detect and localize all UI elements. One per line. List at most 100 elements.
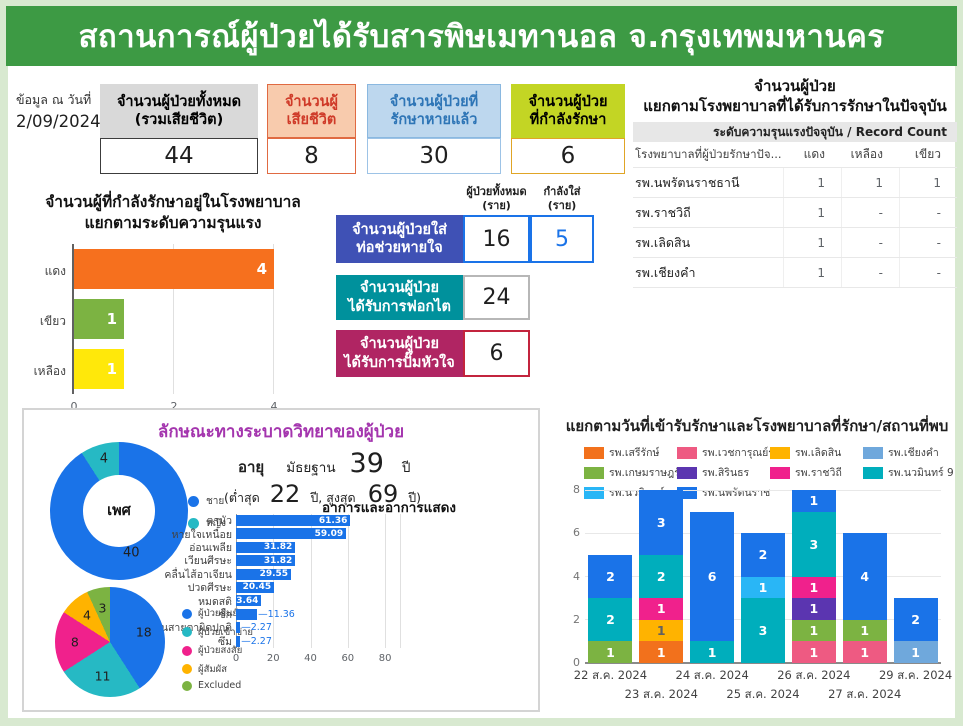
symptom-row: หมดสติ 13.64 xyxy=(124,594,400,608)
bar-segment[interactable]: 3 xyxy=(639,490,684,555)
table-row[interactable]: รพ.เลิดสิน 1- - xyxy=(633,227,957,257)
bar-segment[interactable]: 1 xyxy=(791,576,836,599)
gridline xyxy=(273,244,274,394)
legend-dot-icon xyxy=(188,496,199,507)
bar-segment[interactable]: 1 xyxy=(639,619,684,642)
legend-item[interactable]: Excluded xyxy=(182,680,253,691)
table-column-header[interactable]: เขียว xyxy=(914,147,941,161)
severity-bar[interactable]: 4 xyxy=(74,249,274,289)
table-column-header[interactable]: โรงพยาบาลที่ผู้ป่วยรักษาปัจ... xyxy=(635,146,782,161)
symptom-bar[interactable]: 31.82 xyxy=(236,541,296,553)
legend-item[interactable]: รพ.เลิดสิน xyxy=(770,444,863,461)
table-row[interactable]: รพ.เชียงคำ 1- - xyxy=(633,257,957,288)
symptom-label: ตามัว xyxy=(206,515,232,528)
severity-count-cell: - xyxy=(841,228,899,257)
stat-card-label: เสียชีวิต xyxy=(286,112,337,128)
symptom-label: หมดสติ xyxy=(198,595,232,608)
legend-item[interactable]: รพ.เสรีรักษ์ xyxy=(584,444,677,461)
bar-segment[interactable]: 1 xyxy=(639,641,684,663)
bar-segment[interactable]: 2 xyxy=(588,598,633,642)
symptom-bar[interactable] xyxy=(236,608,258,620)
bar-segment[interactable]: 1 xyxy=(639,598,684,620)
sex-donut-chart[interactable]: เพศ 40 4 xyxy=(50,442,188,580)
stat-card-header: จำนวนผู้ป่วย ที่กำลังรักษา xyxy=(511,84,625,138)
table-column-header[interactable]: แดง xyxy=(803,147,825,161)
x-tick-label: 25 ส.ค. 2024 xyxy=(726,687,800,701)
symptom-row: อ่อนเพลีย 31.82 xyxy=(124,541,400,554)
legend-item[interactable]: ผู้สัมผัส xyxy=(182,662,253,677)
legend-item[interactable]: ชาย xyxy=(188,494,226,509)
legend-item[interactable]: รพ.ราชวิถี xyxy=(770,464,863,481)
x-tick-label: 29 ส.ค. 2024 xyxy=(878,668,953,682)
bar-segment[interactable]: 1 xyxy=(842,641,887,663)
legend-item[interactable]: รพ.สิรินธร xyxy=(677,464,770,481)
bar-segment[interactable]: 1 xyxy=(791,641,836,663)
x-tick-label: 60 xyxy=(341,653,355,664)
treatment-column-header-line: ผู้ป่วยทั้งหมด xyxy=(466,185,527,198)
symptom-bar-track: —11.36 xyxy=(236,608,400,621)
bar-segment[interactable]: 1 xyxy=(791,619,836,642)
bar-segment[interactable]: 2 xyxy=(893,598,938,642)
symptom-bar[interactable] xyxy=(236,635,241,647)
bar-segment[interactable]: 2 xyxy=(588,554,633,599)
bar-segment[interactable]: 6 xyxy=(690,511,735,642)
bar-segment[interactable]: 3 xyxy=(741,598,785,663)
symptom-bar[interactable]: 13.64 xyxy=(230,595,262,607)
legend-item[interactable]: รพ.เชียงคำ xyxy=(863,444,956,461)
table-row[interactable]: รพ.นพรัตนราชธานี 1 1 1 xyxy=(633,167,957,197)
bar-segment[interactable]: 1 xyxy=(791,598,836,620)
x-tick-label: 27 ส.ค. 2024 xyxy=(828,687,902,701)
bar-segment[interactable]: 1 xyxy=(893,641,938,663)
bar-segment[interactable]: 4 xyxy=(842,533,887,620)
age-unit: ปี xyxy=(401,460,411,476)
bar-segment[interactable]: 2 xyxy=(639,554,684,599)
legend-swatch-icon xyxy=(770,446,790,459)
table-column-header[interactable]: เหลือง xyxy=(850,147,883,161)
bar-segment[interactable]: 1 xyxy=(741,576,785,599)
symptom-bar[interactable]: 59.09 xyxy=(236,528,347,540)
bar-value-label: —2.27 xyxy=(241,635,272,647)
legend-item[interactable]: รพ.เกษมราษฎร์... xyxy=(584,464,677,481)
legend-item[interactable]: ผู้ป่วยสงสัย xyxy=(182,643,253,658)
severity-count-cell: 1 xyxy=(783,228,841,257)
symptom-row: ชัก —11.36 xyxy=(124,608,400,621)
severity-bar[interactable]: 1 xyxy=(74,349,124,389)
legend-item[interactable]: รพ.เวชการุณย์รัศมิ์ xyxy=(677,444,770,461)
bar-segment[interactable]: 1 xyxy=(588,641,633,663)
bar-segment[interactable]: 1 xyxy=(690,641,735,663)
patient-type-pie-chart[interactable]: 18 11 8 4 3 xyxy=(55,587,165,697)
bar-segment[interactable]: 3 xyxy=(791,511,836,577)
hospital-table-title-line1: จำนวนผู้ป่วย xyxy=(754,77,836,95)
stat-card-header: จำนวนผู้ป่วยที่ รักษาหายแล้ว xyxy=(367,84,501,138)
bar-value-label: —2.27 xyxy=(241,622,272,634)
symptom-bar[interactable]: 29.55 xyxy=(236,568,292,580)
severity-bar[interactable]: 1 xyxy=(74,299,124,339)
symptom-bar[interactable]: 61.36 xyxy=(236,515,351,526)
bar-segment[interactable]: 2 xyxy=(741,533,785,577)
slice-label: 4 xyxy=(99,451,108,467)
legend-item[interactable]: ผู้ป่วยยืนยัน xyxy=(182,606,253,621)
y-tick-label: 4 xyxy=(573,569,580,583)
hospital-name-cell: รพ.เชียงคำ xyxy=(635,264,696,280)
table-row[interactable]: รพ.ราชวิถี 1- - xyxy=(633,197,957,227)
legend-label: รพ.ราชวิถี xyxy=(795,467,842,479)
bar-segment[interactable]: 1 xyxy=(791,490,836,512)
legend-item[interactable]: ผู้ป่วยเข้าข่าย xyxy=(182,625,253,640)
bar-segment[interactable]: 1 xyxy=(842,619,887,642)
legend-item[interactable]: รพ.นวมินทร์ 9 xyxy=(863,464,956,481)
symptom-bar[interactable]: 20.45 xyxy=(236,581,275,593)
symptom-bar[interactable]: 31.82 xyxy=(236,555,296,567)
symptom-bar[interactable] xyxy=(236,622,241,634)
stat-card-label: ที่กำลังรักษา xyxy=(529,112,607,128)
legend-dot-icon xyxy=(188,518,199,529)
legend-item[interactable]: หญิง xyxy=(188,516,226,531)
gridline xyxy=(585,489,941,491)
